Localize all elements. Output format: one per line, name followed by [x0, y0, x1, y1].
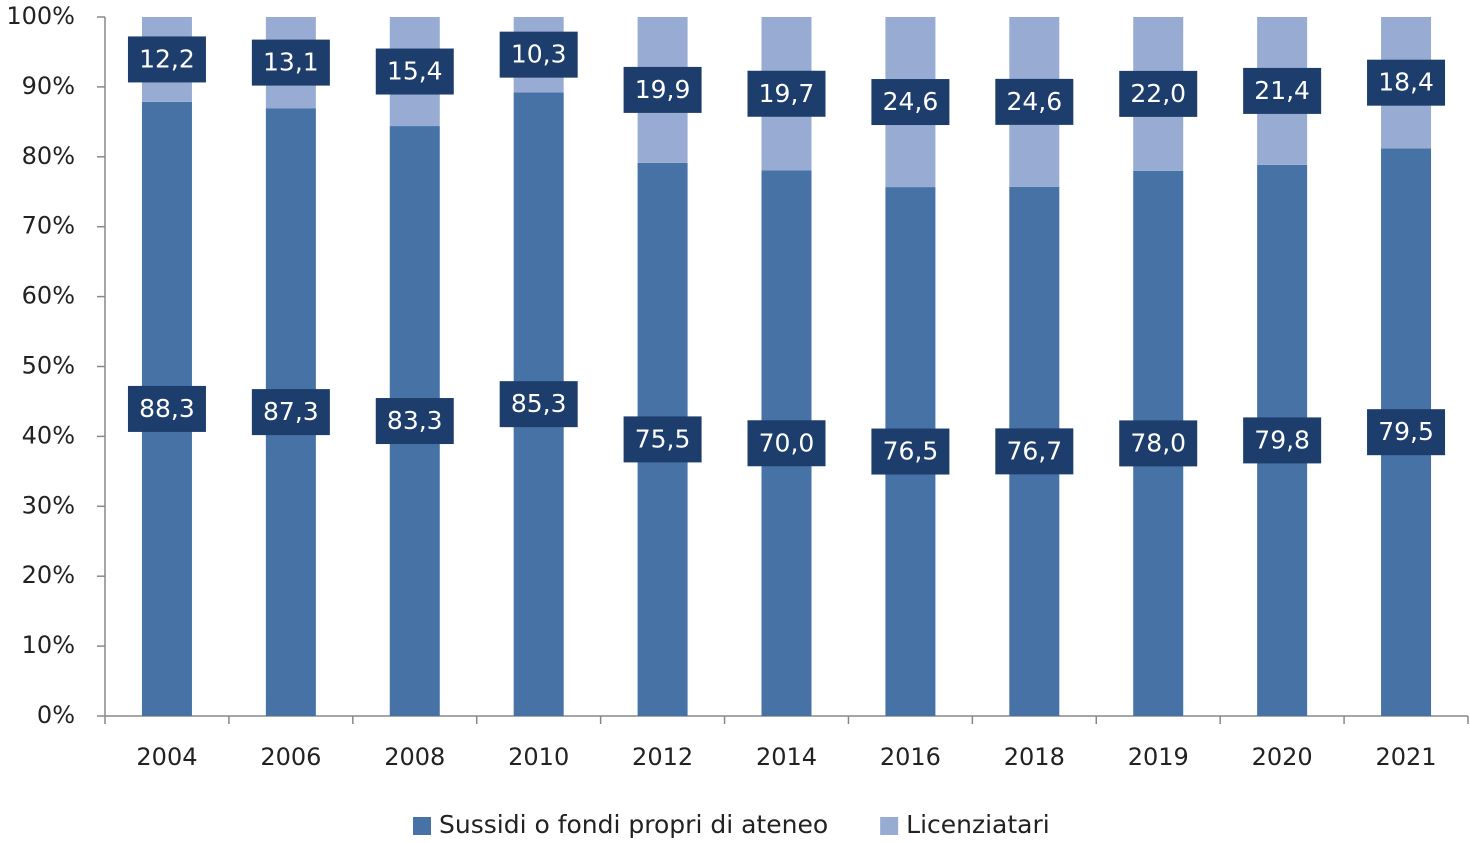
y-tick-label: 50% [22, 352, 75, 380]
legend-swatch [413, 817, 431, 835]
value-label-box [623, 416, 702, 463]
value-label-box [1367, 409, 1446, 456]
y-tick-label: 30% [22, 491, 75, 519]
y-tick-label: 90% [22, 72, 75, 100]
value-label: 21,4 [1254, 76, 1310, 105]
x-tick-label: 2004 [136, 743, 197, 771]
value-label-box [375, 398, 454, 445]
value-label: 22,0 [1130, 79, 1186, 108]
x-tick-label: 2014 [756, 743, 817, 771]
y-tick-label: 60% [22, 282, 75, 310]
y-tick-label: 100% [6, 2, 75, 30]
value-label-box [871, 79, 950, 126]
value-label: 76,7 [1006, 436, 1062, 465]
value-label: 78,0 [1130, 428, 1186, 457]
value-label-box [747, 420, 826, 467]
value-label-box [995, 78, 1074, 125]
x-tick-label: 2008 [384, 743, 445, 771]
value-label: 12,2 [139, 44, 195, 73]
legend-swatch [880, 817, 899, 835]
y-tick-label: 80% [22, 142, 75, 170]
value-label-box [871, 428, 950, 475]
y-tick-label: 70% [22, 212, 75, 240]
x-tick-label: 2020 [1252, 743, 1313, 771]
x-tick-label: 2018 [1004, 743, 1065, 771]
x-tick-label: 2021 [1376, 743, 1437, 771]
value-label-box [127, 385, 206, 432]
legend-label: Sussidi o fondi propri di ateneo [439, 810, 828, 839]
value-label-box [1119, 420, 1198, 467]
value-label: 79,8 [1254, 425, 1310, 454]
x-tick-label: 2006 [260, 743, 321, 771]
value-label-box [1243, 67, 1322, 114]
value-label: 88,3 [139, 394, 195, 423]
value-label: 15,4 [387, 57, 443, 86]
x-tick-label: 2019 [1128, 743, 1189, 771]
value-label-box [375, 48, 454, 95]
value-label-box [499, 31, 578, 78]
value-label: 19,7 [759, 79, 815, 108]
value-label-box [1119, 70, 1198, 117]
value-label: 24,6 [1006, 87, 1062, 116]
value-label: 13,1 [263, 48, 319, 77]
x-tick-label: 2010 [508, 743, 569, 771]
y-tick-label: 20% [22, 561, 75, 589]
value-label: 19,9 [635, 75, 691, 104]
value-label: 18,4 [1378, 68, 1434, 97]
value-label: 24,6 [883, 87, 939, 116]
value-label-box [499, 381, 578, 428]
y-tick-label: 40% [22, 421, 75, 449]
value-label: 85,3 [511, 389, 567, 418]
value-label-box [623, 66, 702, 113]
value-label-box [1243, 417, 1322, 464]
y-tick-label: 0% [37, 701, 75, 729]
value-label-box [127, 36, 206, 83]
value-label-box [251, 39, 330, 86]
value-label-box [251, 389, 330, 436]
value-label-box [1367, 59, 1446, 106]
x-tick-label: 2012 [632, 743, 693, 771]
value-label: 79,5 [1378, 417, 1434, 446]
value-label-box [995, 428, 1074, 475]
value-label: 83,3 [387, 406, 443, 435]
value-label-box [747, 70, 826, 117]
y-tick-label: 10% [22, 631, 75, 659]
x-tick-label: 2016 [880, 743, 941, 771]
value-label: 76,5 [883, 437, 939, 466]
legend-label: Licenziatari [906, 810, 1050, 839]
value-label: 70,0 [759, 428, 815, 457]
value-label: 87,3 [263, 397, 319, 426]
value-label: 10,3 [511, 40, 567, 69]
value-label: 75,5 [635, 424, 691, 453]
